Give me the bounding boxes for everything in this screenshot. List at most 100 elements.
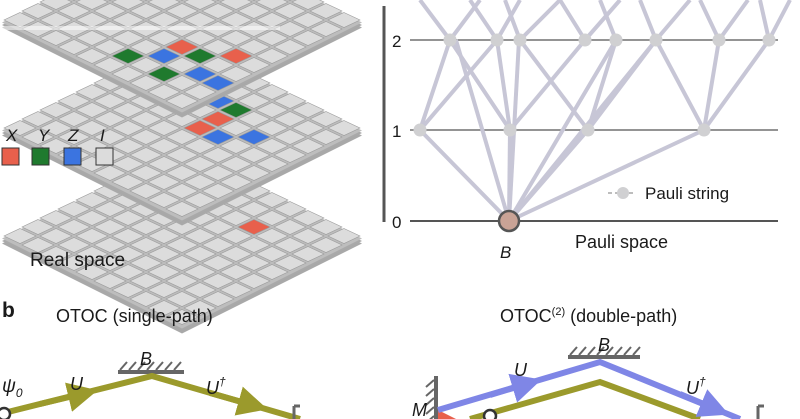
lattice-cell bbox=[201, 291, 235, 307]
lattice-cell bbox=[111, 120, 145, 136]
pauli-edge bbox=[418, 38, 499, 132]
psi0-label: ψ0 bbox=[2, 376, 23, 400]
lattice-cell bbox=[237, 273, 271, 289]
lattice-cell bbox=[75, 120, 109, 136]
lattice-cell bbox=[147, 138, 181, 154]
pauli-edge bbox=[418, 128, 511, 223]
pauli-edge bbox=[418, 0, 452, 42]
lattice-cell bbox=[111, 156, 145, 172]
b-operator-label-right: B bbox=[598, 335, 610, 355]
pauli-edge bbox=[508, 38, 587, 132]
pauli-edge bbox=[598, 0, 618, 41]
lattice-cell bbox=[147, 228, 181, 244]
lattice-cell bbox=[129, 237, 163, 253]
pauli-edge bbox=[654, 0, 692, 42]
lattice-cell bbox=[237, 93, 271, 109]
lattice-cell bbox=[255, 228, 289, 244]
initial-state-node bbox=[0, 406, 12, 419]
lattice-cell bbox=[165, 309, 199, 325]
lattice-cell bbox=[165, 111, 199, 127]
lattice-cell bbox=[252, 0, 256, 1]
lattice-cell bbox=[21, 111, 55, 127]
pauli-edge bbox=[702, 39, 721, 131]
pauli-string-graph bbox=[413, 0, 792, 223]
lattice-cell bbox=[237, 147, 271, 163]
lattice-cell bbox=[57, 201, 91, 217]
lattice-cell bbox=[273, 3, 307, 19]
lattice-cell-z bbox=[183, 66, 217, 82]
lattice-cell bbox=[237, 57, 271, 73]
lattice-cell bbox=[111, 264, 145, 280]
pauli-edge bbox=[586, 39, 618, 131]
lattice-cell bbox=[39, 30, 73, 46]
lattice-cell bbox=[75, 246, 109, 262]
lattice-cell bbox=[255, 120, 289, 136]
lattice-cell bbox=[93, 255, 127, 271]
lattice-cell bbox=[255, 102, 289, 118]
lattice-cell bbox=[273, 237, 307, 253]
lattice-cell bbox=[39, 246, 73, 262]
backward-arrow bbox=[209, 386, 268, 416]
lattice-cell bbox=[255, 156, 289, 172]
lattice-cell bbox=[93, 39, 127, 55]
lattice-cell bbox=[183, 0, 217, 10]
u-forward-label-right: U bbox=[514, 360, 528, 380]
lattice-cell bbox=[147, 246, 181, 262]
lattice-cell bbox=[75, 84, 109, 100]
lattice-cell bbox=[291, 228, 325, 244]
lattice-cell bbox=[273, 39, 307, 55]
m-operator-label: M bbox=[412, 400, 427, 419]
lattice-cell bbox=[255, 30, 289, 46]
lattice-cell bbox=[183, 246, 217, 262]
lattice-cell bbox=[180, 0, 184, 1]
lattice-cell bbox=[237, 165, 271, 181]
pauli-string-node bbox=[712, 33, 726, 47]
legend-i-label: I bbox=[100, 126, 105, 145]
lattice-cell-x bbox=[183, 120, 217, 136]
lattice-cell bbox=[57, 39, 91, 55]
lattice-cell bbox=[327, 12, 361, 28]
lattice-cell bbox=[309, 21, 343, 37]
lattice-cell bbox=[165, 93, 199, 109]
lattice-cell bbox=[147, 192, 181, 208]
lattice-cell bbox=[165, 237, 199, 253]
pauli-string-legend-dot bbox=[617, 187, 629, 199]
lattice-cell bbox=[57, 237, 91, 253]
lattice-cell bbox=[165, 129, 199, 145]
lattice-cell bbox=[201, 237, 235, 253]
lattice-cell bbox=[291, 0, 325, 10]
lattice-cell bbox=[93, 129, 127, 145]
lattice-cell bbox=[309, 3, 343, 19]
pauli-edge bbox=[518, 0, 562, 42]
pauli-edge bbox=[468, 0, 499, 42]
lattice-layer bbox=[2, 147, 362, 334]
lattice-cell bbox=[273, 219, 307, 235]
lattice-cell bbox=[144, 0, 148, 1]
lattice-cell bbox=[219, 246, 253, 262]
u-dagger-label-right: U† bbox=[686, 375, 706, 398]
lattice-cell bbox=[93, 237, 127, 253]
lattice-cell-z bbox=[201, 129, 235, 145]
lattice-cell bbox=[21, 129, 55, 145]
pauli-string-node bbox=[609, 33, 623, 47]
lattice-cell bbox=[93, 93, 127, 109]
lattice-cell bbox=[165, 183, 199, 199]
lattice-cell bbox=[291, 120, 325, 136]
lattice-cell bbox=[57, 255, 91, 271]
lattice-cell bbox=[288, 0, 292, 1]
lattice-cell bbox=[219, 264, 253, 280]
lattice-cell bbox=[111, 0, 145, 10]
lattice-cell bbox=[147, 264, 181, 280]
lattice-cell bbox=[147, 120, 181, 136]
pauli-space-diagram: 2 1 0 B Pauli space Pauli string bbox=[382, 0, 792, 262]
lattice-cell bbox=[201, 165, 235, 181]
pauli-edge bbox=[702, 38, 771, 132]
lattice-cell bbox=[147, 84, 181, 100]
upper-forward-arrow bbox=[489, 373, 542, 403]
b-mirror-hatch-right bbox=[569, 346, 641, 356]
lattice-cell bbox=[111, 228, 145, 244]
lattice-cell bbox=[129, 75, 163, 91]
lattice-cell-x bbox=[165, 39, 199, 55]
pauli-edge bbox=[507, 38, 618, 223]
